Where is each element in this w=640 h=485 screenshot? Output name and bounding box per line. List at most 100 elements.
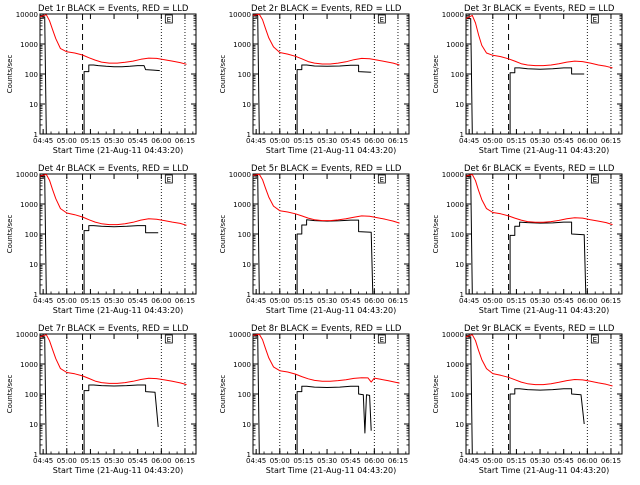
x-tick-label: 05:15 [293, 137, 313, 145]
y-tick-label: 10 [242, 261, 251, 269]
x-tick-label: 06:00 [151, 457, 171, 465]
x-tick-label: 04:45 [246, 297, 266, 305]
x-tick-label: 05:00 [270, 137, 290, 145]
y-axis-label: Counts/sec [6, 375, 14, 414]
x-tick-label: 06:15 [388, 457, 408, 465]
plot-frame [465, 173, 623, 295]
y-tick-label: 10000 [229, 331, 251, 339]
x-tick-label: 05:15 [80, 137, 100, 145]
plot-frame [252, 173, 410, 295]
y-tick-label: 1 [34, 291, 38, 299]
detector-panel-5: Det 5r BLACK = Events, RED = LLD 1 10 100 10… [219, 164, 410, 315]
plot-frame [39, 333, 197, 455]
y-tick-label: 10000 [16, 331, 38, 339]
y-axis-label: Counts/sec [432, 375, 440, 414]
x-tick-label: 06:00 [577, 457, 597, 465]
y-tick-label: 10 [29, 421, 38, 429]
x-tick-label: 05:45 [128, 457, 148, 465]
y-tick-label: 10 [29, 261, 38, 269]
x-axis-label: Start Time (21-Aug-11 04:43:20) [53, 146, 184, 155]
x-tick-label: 05:00 [483, 297, 503, 305]
lld-series-line [39, 334, 187, 386]
y-tick-label: 10000 [16, 11, 38, 19]
x-axis-label: Start Time (21-Aug-11 04:43:20) [479, 466, 610, 475]
y-tick-label: 10 [29, 101, 38, 109]
panel-title: Det 7r BLACK = Events, RED = LLD [38, 324, 189, 334]
x-tick-label: 05:00 [57, 297, 77, 305]
annotation-box [377, 334, 386, 344]
plot-frame [465, 13, 623, 135]
annotation-label: E [167, 336, 171, 344]
y-tick-label: 1 [247, 451, 251, 459]
events-series-line [465, 18, 585, 135]
annotation-label: E [380, 176, 384, 184]
x-tick-label: 05:00 [57, 457, 77, 465]
y-axis-label: Counts/sec [219, 55, 227, 94]
x-tick-label: 05:00 [483, 457, 503, 465]
y-tick-label: 1000 [233, 361, 251, 369]
panel-title: Det 9r BLACK = Events, RED = LLD [464, 324, 615, 334]
annotation-label: E [380, 16, 384, 24]
detector-panel-6: Det 6r BLACK = Events, RED = LLD 1 10 100 10… [432, 164, 623, 315]
x-tick-label: 05:45 [341, 457, 361, 465]
x-tick-label: 05:15 [506, 137, 526, 145]
x-tick-label: 05:45 [341, 137, 361, 145]
x-tick-label: 04:45 [246, 137, 266, 145]
y-tick-label: 100 [451, 71, 464, 79]
detector-panel-9: Det 9r BLACK = Events, RED = LLD 1 10 100 10… [432, 324, 623, 475]
y-tick-label: 1 [460, 451, 464, 459]
events-series-line [39, 16, 160, 135]
annotation-label: E [593, 336, 597, 344]
x-tick-label: 05:45 [341, 297, 361, 305]
detector-panel-3: Det 3r BLACK = Events, RED = LLD 1 10 100 10… [432, 4, 623, 155]
y-tick-label: 100 [25, 391, 38, 399]
x-tick-label: 05:30 [530, 457, 550, 465]
x-axis-label: Start Time (21-Aug-11 04:43:20) [479, 146, 610, 155]
y-tick-label: 1000 [20, 201, 38, 209]
x-tick-label: 04:45 [33, 457, 53, 465]
plot-frame [39, 13, 197, 135]
y-axis-label: Counts/sec [219, 375, 227, 414]
annotation-box [164, 14, 173, 24]
lld-series-line [465, 334, 613, 387]
x-tick-label: 04:45 [459, 457, 479, 465]
lld-series-line [252, 333, 400, 384]
y-tick-label: 1000 [446, 361, 464, 369]
lld-series-line [465, 174, 613, 226]
y-axis-label: Counts/sec [432, 55, 440, 94]
x-tick-label: 04:45 [33, 137, 53, 145]
x-tick-label: 06:15 [601, 457, 621, 465]
detector-panel-2: Det 2r BLACK = Events, RED = LLD 1 10 100 10… [219, 4, 410, 155]
y-tick-label: 1 [247, 131, 251, 139]
x-tick-label: 05:30 [104, 457, 124, 465]
x-tick-label: 06:15 [175, 137, 195, 145]
x-tick-label: 05:15 [80, 457, 100, 465]
y-tick-label: 1000 [20, 41, 38, 49]
plot-frame [465, 333, 623, 455]
plot-frame [252, 13, 410, 135]
x-tick-label: 05:15 [80, 297, 100, 305]
panel-title: Det 3r BLACK = Events, RED = LLD [464, 4, 615, 14]
annotation-box [590, 14, 599, 24]
detector-panel-1: Det 1r BLACK = Events, RED = LLD 1 10 100 10… [6, 4, 197, 155]
detector-panel-8: Det 8r BLACK = Events, RED = LLD 1 10 100 10… [219, 324, 410, 475]
x-tick-label: 06:15 [388, 137, 408, 145]
y-tick-label: 10 [455, 261, 464, 269]
y-tick-label: 10000 [442, 331, 464, 339]
x-tick-label: 05:15 [293, 457, 313, 465]
x-axis-label: Start Time (21-Aug-11 04:43:20) [53, 306, 184, 315]
x-tick-label: 06:15 [388, 297, 408, 305]
annotation-box [590, 334, 599, 344]
x-tick-label: 05:15 [506, 457, 526, 465]
events-series-line [465, 336, 585, 455]
lld-series-line [252, 13, 400, 66]
y-tick-label: 100 [451, 231, 464, 239]
y-tick-label: 1 [460, 291, 464, 299]
annotation-box [164, 174, 173, 184]
x-tick-label: 06:00 [364, 297, 384, 305]
panel-title: Det 4r BLACK = Events, RED = LLD [38, 164, 189, 174]
panel-title: Det 5r BLACK = Events, RED = LLD [251, 164, 402, 174]
x-tick-label: 05:45 [554, 457, 574, 465]
